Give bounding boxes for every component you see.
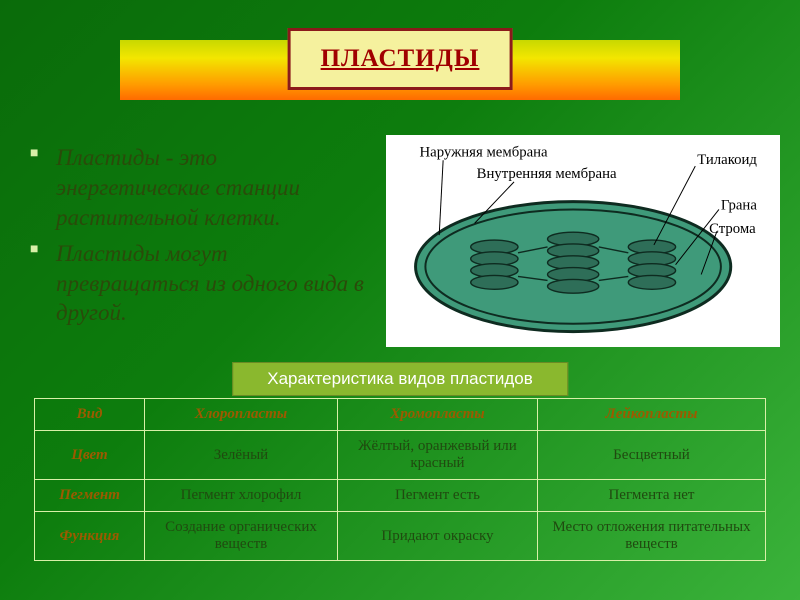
content-row: Пластиды - это энергетические станции ра… (0, 135, 800, 347)
title-box: ПЛАСТИДЫ (288, 28, 513, 90)
table-title: Характеристика видов пластидов (232, 362, 568, 396)
table-cell: Пегмента нет (537, 480, 765, 512)
row-label: Цвет (35, 431, 145, 480)
col-header: Хлоропласты (145, 399, 338, 431)
bullet-item: Пластиды могут превращаться из одного ви… (30, 239, 372, 329)
label-outer-membrane: Наружняя мембрана (419, 144, 548, 160)
slide-title: ПЛАСТИДЫ (321, 45, 480, 72)
table-cell: Место отложения питательных веществ (537, 512, 765, 561)
col-header: Вид (35, 399, 145, 431)
label-inner-membrane: Внутренняя мембрана (477, 166, 617, 182)
table-cell: Пегмент хлорофил (145, 480, 338, 512)
bullet-list: Пластиды - это энергетические станции ра… (30, 135, 372, 347)
grana-group (471, 232, 676, 293)
row-label: Пегмент (35, 480, 145, 512)
table-cell: Пегмент есть (337, 480, 537, 512)
table-cell: Бесцветный (537, 431, 765, 480)
row-label: Функция (35, 512, 145, 561)
bullet-item: Пластиды - это энергетические станции ра… (30, 143, 372, 233)
table-cell: Зелёный (145, 431, 338, 480)
table-row: Пегмент Пегмент хлорофил Пегмент есть Пе… (35, 480, 766, 512)
table-cell: Жёлтый, оранжевый или красный (337, 431, 537, 480)
plastids-table: Вид Хлоропласты Хромопласты Лейкопласты … (34, 398, 766, 561)
label-grana: Грана (721, 197, 757, 213)
table-row: Цвет Зелёный Жёлтый, оранжевый или красн… (35, 431, 766, 480)
col-header: Лейкопласты (537, 399, 765, 431)
label-thylakoid: Тилакоид (697, 152, 757, 168)
col-header: Хромопласты (337, 399, 537, 431)
table-row: Функция Создание органических веществ Пр… (35, 512, 766, 561)
table-cell: Придают окраску (337, 512, 537, 561)
table-cell: Создание органических веществ (145, 512, 338, 561)
table-header-row: Вид Хлоропласты Хромопласты Лейкопласты (35, 399, 766, 431)
chloroplast-diagram: Наружняя мембрана Внутренняя мембрана Ти… (386, 135, 780, 347)
